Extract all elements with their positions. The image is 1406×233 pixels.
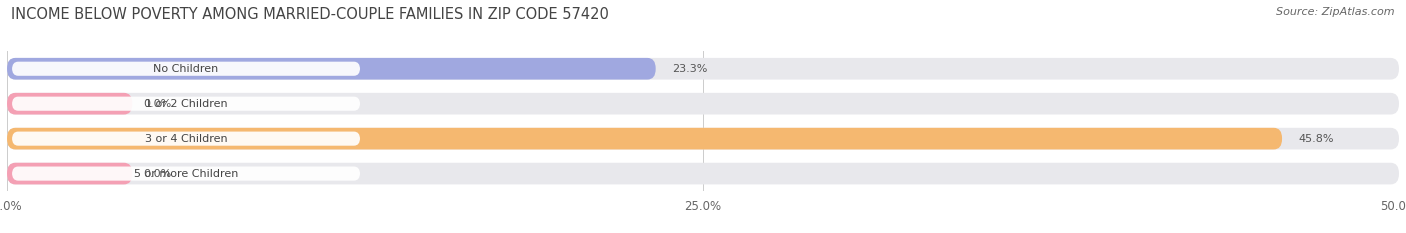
FancyBboxPatch shape [13,62,360,76]
FancyBboxPatch shape [7,93,132,115]
FancyBboxPatch shape [7,163,132,185]
FancyBboxPatch shape [7,58,1399,80]
FancyBboxPatch shape [13,167,360,181]
FancyBboxPatch shape [7,128,1282,150]
Text: 45.8%: 45.8% [1299,134,1334,144]
FancyBboxPatch shape [13,132,360,146]
Text: 3 or 4 Children: 3 or 4 Children [145,134,228,144]
FancyBboxPatch shape [7,93,1399,115]
Text: No Children: No Children [153,64,219,74]
Text: 5 or more Children: 5 or more Children [134,169,238,178]
FancyBboxPatch shape [13,97,360,111]
FancyBboxPatch shape [7,58,655,80]
FancyBboxPatch shape [7,163,1399,185]
Text: 23.3%: 23.3% [672,64,707,74]
FancyBboxPatch shape [7,128,1399,150]
Text: 0.0%: 0.0% [143,99,172,109]
Text: 1 or 2 Children: 1 or 2 Children [145,99,228,109]
Text: 0.0%: 0.0% [143,169,172,178]
Text: Source: ZipAtlas.com: Source: ZipAtlas.com [1277,7,1395,17]
Text: INCOME BELOW POVERTY AMONG MARRIED-COUPLE FAMILIES IN ZIP CODE 57420: INCOME BELOW POVERTY AMONG MARRIED-COUPL… [11,7,609,22]
